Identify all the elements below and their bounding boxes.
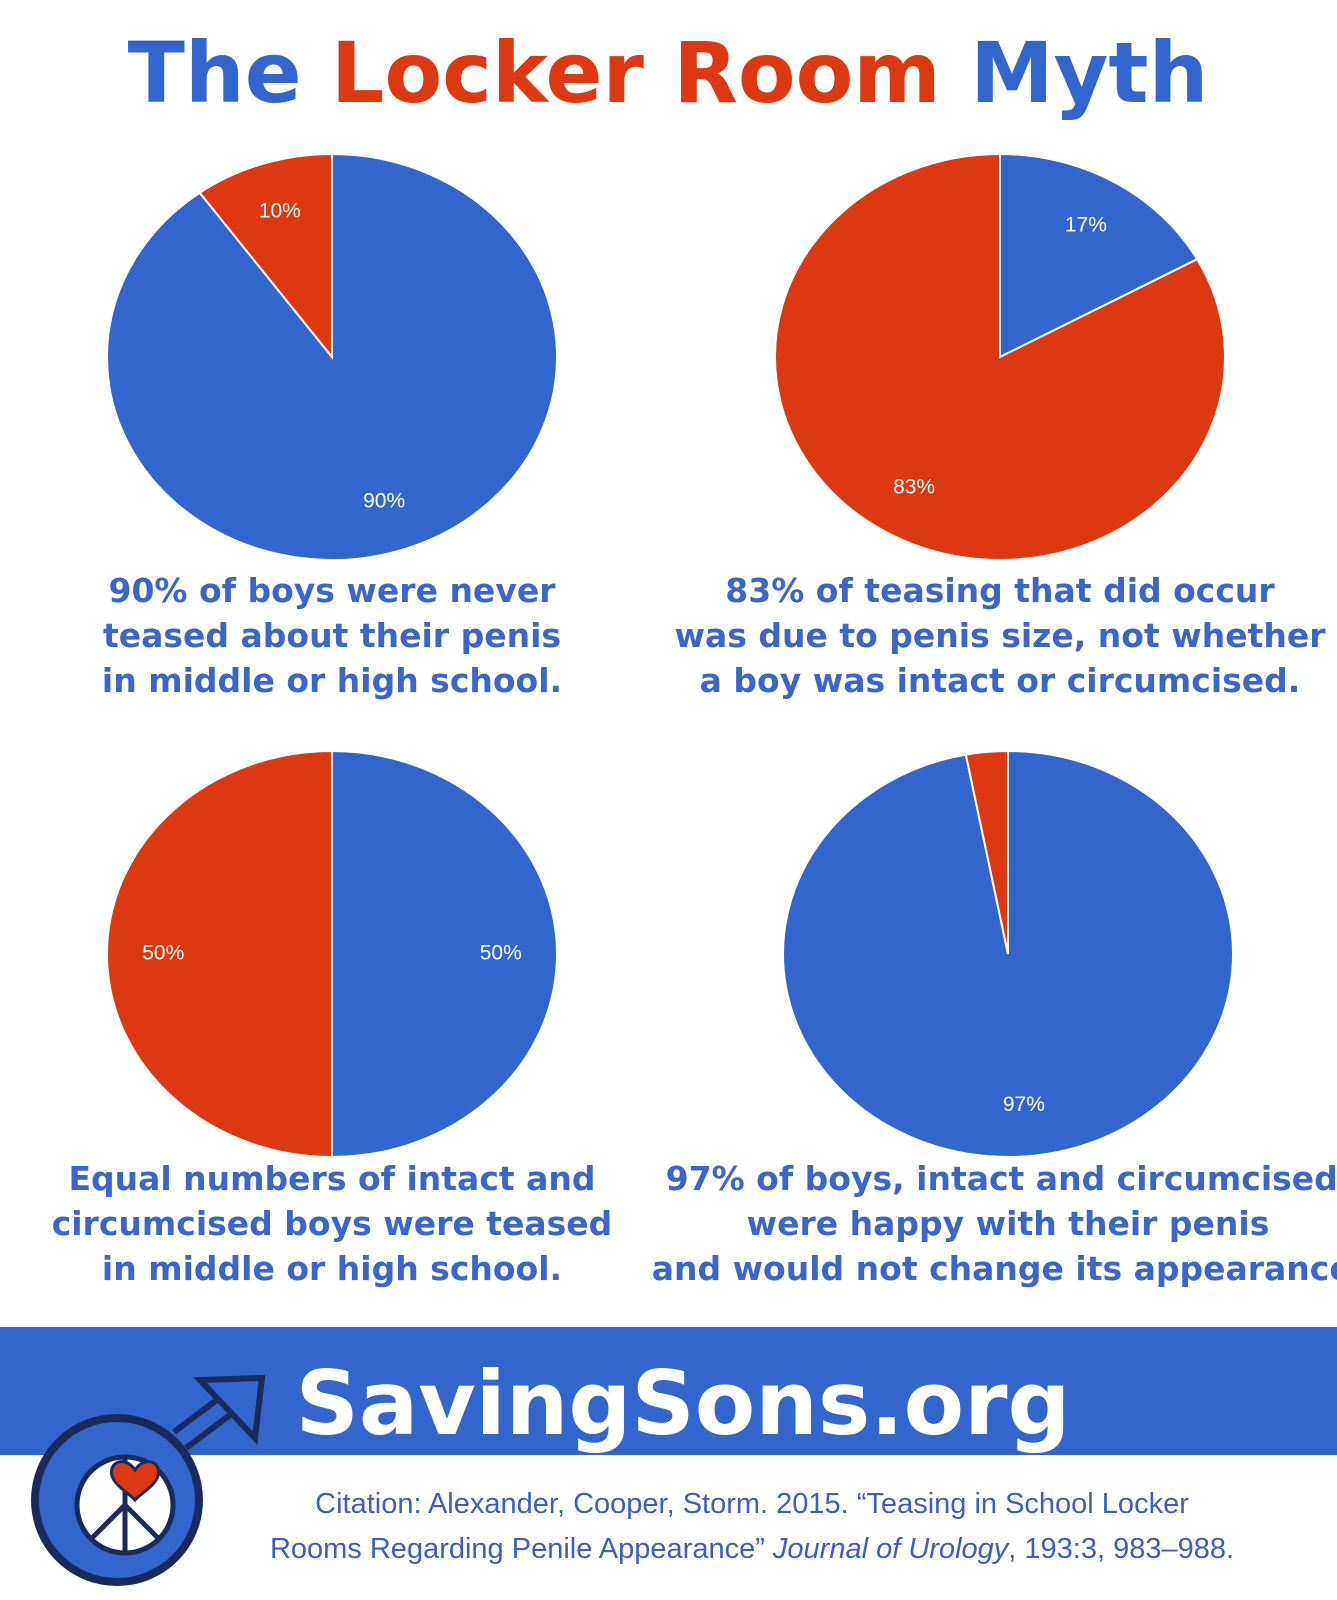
title-part: Locker Room: [331, 24, 941, 122]
caption-line: were happy with their penis: [747, 1204, 1270, 1243]
slice-label: 83%: [893, 476, 935, 499]
slice-label: 50%: [480, 942, 522, 965]
pie-slice: [106, 749, 333, 1159]
slice-label: 10%: [259, 200, 301, 223]
caption-line: 90% of boys were never: [109, 571, 557, 610]
title-part: The: [128, 24, 302, 122]
logo: [31, 1374, 266, 1586]
caption-line: circumcised boys were teased: [52, 1204, 613, 1243]
pie-slice: [999, 152, 1199, 359]
pie-slice: [964, 749, 1009, 955]
caption-line: 83% of teasing that did occur: [725, 571, 1275, 610]
slice-label: 97%: [1003, 1093, 1045, 1116]
citation-text: , 193:3, 983–988.: [1008, 1533, 1234, 1565]
citation-journal: Journal of Urology: [772, 1533, 1010, 1565]
pie-slice: [331, 749, 558, 1159]
caption-line: in middle or high school.: [102, 661, 562, 700]
caption-line: Equal numbers of intact and: [68, 1159, 595, 1198]
site-name: SavingSons.org: [295, 1352, 1070, 1455]
pie-slice: [774, 152, 1226, 561]
caption-line: 97% of boys, intact and circumcised,: [666, 1159, 1337, 1198]
caption-line: a boy was intact or circumcised.: [700, 661, 1301, 700]
citation-line: Rooms Regarding Penile Appearance” Journ…: [270, 1533, 1234, 1565]
title-part: Myth: [970, 24, 1208, 122]
charts: 90% 10% 90% of boys were never teased about…: [52, 152, 1337, 1288]
caption-line: in middle or high school.: [102, 1249, 562, 1288]
caption-line: was due to penis size, not whether: [674, 616, 1326, 655]
title: The Locker Room Myth: [128, 24, 1209, 122]
caption-line: teased about their penis: [103, 616, 561, 655]
citation-text: Rooms Regarding Penile Appearance”: [270, 1533, 773, 1565]
slice-label: 50%: [142, 942, 184, 965]
citation-line: Citation: Alexander, Cooper, Storm. 2015…: [315, 1488, 1189, 1520]
slice-label: 90%: [363, 489, 405, 512]
caption-line: and would not change its appearance.: [652, 1249, 1337, 1288]
pie-slice: [198, 152, 333, 360]
slice-label: 17%: [1065, 213, 1107, 236]
